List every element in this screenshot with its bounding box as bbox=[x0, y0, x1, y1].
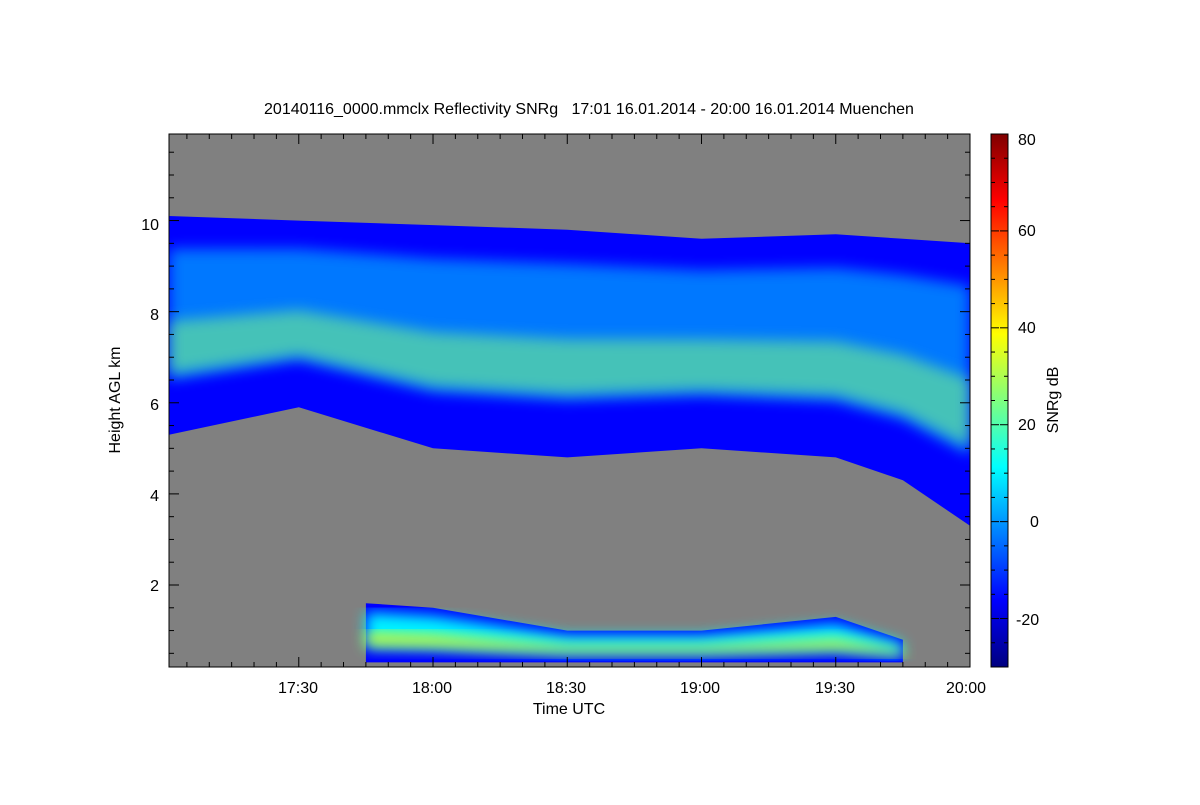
x-tick-label: 18:30 bbox=[546, 680, 586, 697]
echo-peak bbox=[169, 310, 970, 447]
axis-ticks bbox=[169, 134, 971, 667]
colorbar-label: SNRg dB bbox=[1045, 367, 1062, 434]
colorbar-tick-label: 80 bbox=[1018, 132, 1036, 149]
colorbar: -20 0 20 40 60 80 SNRg dB bbox=[990, 132, 1062, 668]
y-axis: 2 4 6 8 10 bbox=[141, 217, 159, 595]
colorbar-ticks bbox=[991, 133, 1008, 668]
cirrus-layer bbox=[169, 216, 970, 526]
plot-frame bbox=[168, 133, 971, 668]
colorbar-tick-label: 60 bbox=[1018, 223, 1036, 240]
echo-layers bbox=[169, 216, 970, 663]
x-tick-label: 17:30 bbox=[278, 680, 318, 697]
x-tick-label: 19:00 bbox=[680, 680, 720, 697]
colorbar-tick-label: 40 bbox=[1018, 320, 1036, 337]
y-tick-label: 6 bbox=[150, 397, 159, 414]
y-axis-label: Height AGL km bbox=[107, 346, 124, 453]
echo-peak bbox=[365, 631, 903, 657]
colorbar-tick-label: 20 bbox=[1018, 417, 1036, 434]
colorbar-tick-label: -20 bbox=[1016, 612, 1039, 629]
y-tick-label: 8 bbox=[150, 307, 159, 324]
x-axis-label: Time UTC bbox=[533, 701, 605, 718]
y-tick-label: 2 bbox=[150, 578, 159, 595]
chart-title: 20140116_0000.mmclx Reflectivity SNRg 17… bbox=[264, 101, 914, 118]
plot-area bbox=[169, 134, 970, 667]
x-tick-label: 18:00 bbox=[412, 680, 452, 697]
precip-layer bbox=[365, 603, 903, 663]
y-tick-label: 4 bbox=[150, 488, 159, 505]
x-tick-label: 19:30 bbox=[815, 680, 855, 697]
colorbar-tick-label: 0 bbox=[1030, 514, 1039, 531]
x-tick-label: 20:00 bbox=[946, 680, 986, 697]
x-axis: 17:30 18:00 18:30 19:00 19:30 20:00 bbox=[278, 680, 986, 697]
y-tick-label: 10 bbox=[141, 217, 159, 234]
